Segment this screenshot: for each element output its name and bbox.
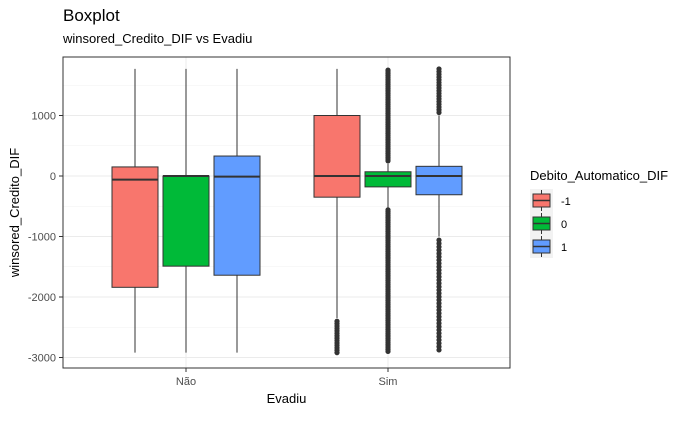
box-body [415,165,463,196]
chart-title: Boxplot [63,6,120,25]
y-tick-label: -3000 [28,353,56,365]
box-group [162,68,210,353]
outlier-point [385,67,391,73]
outlier-point [385,348,391,355]
outlier-point [436,66,442,72]
outlier-point [436,347,442,353]
y-tick-label: 1000 [32,111,56,123]
outlier-point [334,350,340,356]
x-tick-label: Sim [379,376,398,388]
box-body [162,175,210,267]
y-tick-label: -1000 [28,232,56,244]
box-group [213,68,261,353]
box-body [364,171,412,188]
legend-label: 1 [561,242,567,254]
box-body [213,155,261,276]
y-axis-title: winsored_Credito_DIF [7,148,22,278]
box-group [111,68,159,353]
y-tick-label: 0 [50,171,56,183]
legend-key: -1 [530,189,571,212]
legend-title: Debito_Automatico_DIF [530,168,668,183]
x-tick-label: Não [176,376,196,388]
chart-subtitle: winsored_Credito_DIF vs Evadiu [63,31,253,46]
box-group [313,68,361,356]
box-group [415,66,463,353]
legend-label: -1 [561,196,571,208]
box-body [313,115,361,198]
y-tick-label: -2000 [28,292,56,304]
plot-panel-border [62,56,511,369]
box-body [111,166,159,288]
x-axis-title: Evadiu [267,391,307,406]
legend-label: 0 [561,219,567,231]
legend-key: 0 [530,212,567,235]
box-group [364,67,412,355]
legend-key: 1 [530,235,567,258]
